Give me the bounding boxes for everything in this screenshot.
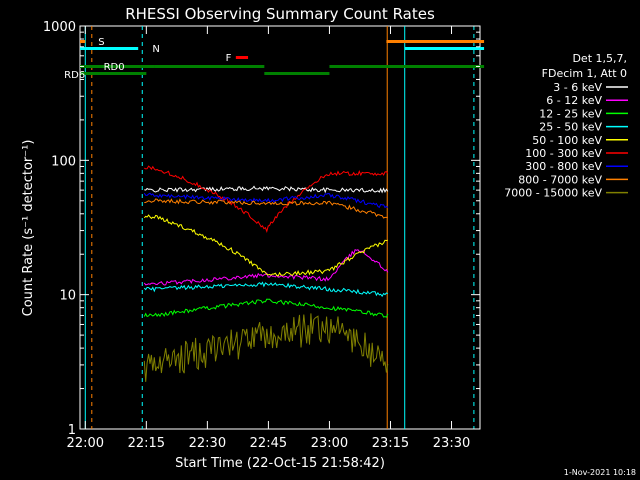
series-line xyxy=(143,192,389,209)
legend-label: 50 - 100 keV xyxy=(532,134,602,147)
series-line xyxy=(143,313,389,382)
legend-label: 3 - 6 keV xyxy=(553,81,602,94)
y-tick-label: 1 xyxy=(68,423,76,438)
flag-bar xyxy=(80,72,147,75)
plot-frame xyxy=(79,25,481,430)
series-line xyxy=(143,281,388,298)
legend-header: Det 1,5,7, xyxy=(572,52,627,65)
flag-label: N xyxy=(152,44,159,55)
x-tick-label: 22:30 xyxy=(189,436,226,451)
flag-bar xyxy=(264,72,330,75)
legend-label: 100 - 300 keV xyxy=(525,147,602,160)
x-tick-label: 23:00 xyxy=(311,436,348,451)
flag-label: F xyxy=(226,53,232,64)
legend-label: 800 - 7000 keV xyxy=(518,173,602,186)
series-line xyxy=(143,249,389,286)
flag-bar xyxy=(80,65,155,68)
series-line xyxy=(144,165,389,234)
flag-bar xyxy=(80,40,86,43)
flag-bar xyxy=(80,47,139,50)
legend-label: 25 - 50 keV xyxy=(539,121,602,134)
x-tick-label: 22:15 xyxy=(128,436,165,451)
y-axis-label: Count Rate (s⁻¹ detector⁻¹) xyxy=(21,140,36,317)
flag-bar xyxy=(235,56,249,59)
x-tick-label: 23:30 xyxy=(433,436,470,451)
flag-label: S xyxy=(98,37,104,48)
y-tick-label: 1000 xyxy=(43,20,76,35)
flag-bars: S N F RD0 RD6 xyxy=(64,26,485,429)
series-line xyxy=(144,198,388,219)
series-lines xyxy=(143,165,389,382)
x-tick-label: 22:45 xyxy=(250,436,287,451)
legend-label: 300 - 800 keV xyxy=(525,160,602,173)
x-tick-label: 22:00 xyxy=(67,436,104,451)
series-line xyxy=(143,214,388,277)
flag-bar xyxy=(404,47,485,50)
flag-bar xyxy=(154,65,265,68)
x-tick-label: 23:15 xyxy=(372,436,409,451)
legend-label: 6 - 12 keV xyxy=(546,94,602,107)
legend-label: 12 - 25 keV xyxy=(539,107,602,120)
legend-header: FDecim 1, Att 0 xyxy=(542,67,627,80)
y-axis-ticks: 1 10 100 1000 xyxy=(43,20,480,438)
chart-title: RHESSI Observing Summary Count Rates xyxy=(125,5,435,23)
y-tick-label: 10 xyxy=(59,289,76,304)
date-stamp: 1-Nov-2021 10:18 xyxy=(564,468,636,477)
series-line xyxy=(143,298,389,318)
y-tick-label: 100 xyxy=(51,154,76,169)
flag-label: RD0 xyxy=(104,62,125,73)
legend-label: 7000 - 15000 keV xyxy=(504,187,602,200)
flag-label: RD6 xyxy=(64,70,85,81)
flag-bar xyxy=(329,65,485,68)
x-axis-ticks: 22:00 22:15 22:30 22:45 23:00 23:15 23:30 xyxy=(67,26,470,451)
x-axis-label: Start Time (22-Oct-15 21:58:42) xyxy=(175,456,385,471)
series-line xyxy=(144,185,389,194)
flag-bar xyxy=(386,40,485,43)
